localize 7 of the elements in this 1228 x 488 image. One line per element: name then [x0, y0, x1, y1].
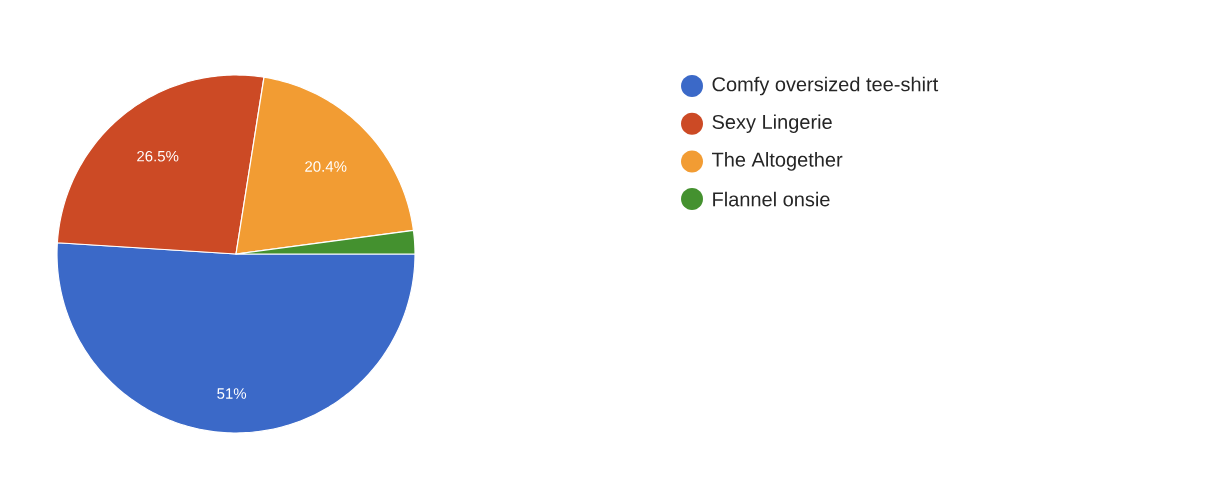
data-label: 26.5% [137, 150, 179, 162]
data-label: 51% [217, 388, 247, 399]
legend-label: The Altogether [712, 152, 843, 171]
legend-label: Comfy oversized tee-shirt [712, 76, 939, 96]
legend-label: Flannel onsie [713, 191, 830, 207]
legend-label: Sexy Lingerie [712, 114, 832, 134]
data-label: 20.4% [305, 161, 347, 172]
